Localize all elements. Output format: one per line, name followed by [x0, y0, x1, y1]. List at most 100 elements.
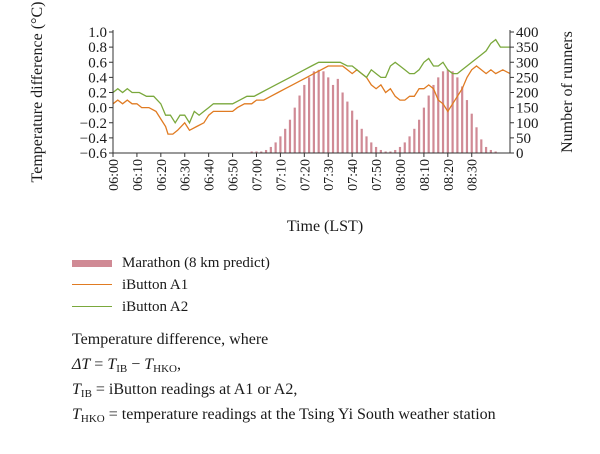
series-line-ibutton-a1 — [112, 65, 511, 135]
temperature-difference-note: Temperature difference, where ΔT = TIB −… — [72, 327, 496, 427]
bar-marathon — [418, 119, 421, 153]
bar-marathon — [303, 84, 306, 153]
bar-marathon — [494, 151, 497, 153]
bar-marathon — [322, 71, 325, 153]
bar-marathon — [365, 136, 368, 153]
bar-marathon — [360, 128, 363, 153]
y-tick-label-right: 400 — [516, 25, 539, 41]
note-intro: Temperature difference, where — [72, 331, 269, 348]
bar-marathon — [456, 77, 459, 153]
y-tick-label-right: 0 — [516, 146, 524, 162]
bar-marathon — [327, 77, 330, 153]
series-line-ibutton-a2 — [112, 38, 510, 125]
y-tick-label-right: 50 — [516, 131, 531, 147]
x-tick-label: 08:00 — [394, 159, 409, 191]
x-tick-label: 06:40 — [203, 159, 218, 191]
legend-swatch-ibutton-a1 — [72, 284, 112, 285]
tib-description: = iButton readings at A1 or A2, — [91, 381, 298, 398]
thko-description: = temperature readings at the Tsing Yi S… — [104, 406, 496, 423]
x-tick-label: 06:00 — [107, 159, 122, 191]
comma: , — [177, 356, 182, 373]
x-tick-label: 07:10 — [274, 159, 289, 191]
bar-marathon — [264, 149, 268, 153]
bar-marathon — [441, 71, 445, 153]
subscript-hko: HKO — [153, 363, 178, 375]
subscript-ib: IB — [80, 388, 92, 400]
bar-marathon — [374, 146, 378, 153]
bar-marathon — [308, 77, 311, 153]
t-symbol: T — [107, 356, 117, 373]
y-tick-label-left: 0.2 — [88, 86, 107, 102]
bar-marathon — [317, 69, 320, 153]
note-tib-definition: TIB = iButton readings at A1 or A2, — [72, 377, 496, 402]
bar-marathon — [437, 77, 440, 153]
x-axis-title: Time (LST) — [287, 218, 363, 235]
y-axis-left-title: Temperature difference (°C) — [29, 2, 46, 183]
legend-label-ibutton-a1: iButton A1 — [122, 277, 189, 293]
bar-marathon — [403, 142, 406, 153]
bar-marathon — [408, 136, 411, 153]
y-tick-label-right: 250 — [516, 70, 539, 86]
bar-marathon — [475, 127, 478, 153]
bar-marathon — [489, 149, 492, 153]
note-delta-definition: ΔT = TIB − THKO, — [72, 352, 496, 377]
bar-marathon — [394, 149, 397, 153]
bar-marathon — [331, 84, 335, 153]
y-tick-label-left: 0.6 — [88, 55, 107, 71]
legend-label-ibutton-a2: iButton A2 — [122, 299, 189, 315]
y-tick-label-right: 100 — [516, 116, 539, 132]
bar-marathon — [293, 107, 296, 153]
bar-marathon — [341, 92, 344, 153]
x-tick-label: 06:10 — [131, 159, 146, 191]
bar-marathon — [298, 95, 301, 153]
bar-marathon — [279, 136, 282, 153]
plot-layer: −0.6−0.4−0.20.00.20.40.60.81.00501001502… — [80, 25, 539, 191]
t-symbol: T — [72, 406, 81, 423]
bar-marathon — [451, 71, 454, 153]
x-tick-label: 07:20 — [298, 159, 313, 191]
bar-marathon — [260, 151, 263, 153]
x-tick-label: 07:30 — [322, 159, 337, 191]
y-tick-label-left: 0.8 — [88, 40, 107, 56]
bar-marathon — [312, 71, 315, 153]
bar-marathon — [389, 151, 392, 153]
t-symbol: T — [72, 381, 81, 398]
legend-label-marathon: Marathon (8 km predict) — [122, 255, 270, 271]
bar-marathon — [250, 151, 253, 153]
bar-marathon — [480, 139, 483, 153]
y-axis-right-title: Number of runners — [559, 31, 576, 153]
bar-marathon — [284, 128, 287, 153]
bar-marathon — [384, 151, 387, 153]
y-tick-label-left: 0.0 — [88, 101, 107, 117]
bar-marathon — [470, 113, 473, 153]
bar-marathon — [274, 142, 277, 153]
bar-marathon — [346, 101, 349, 153]
legend-swatch-marathon — [72, 260, 112, 267]
bar-marathon — [379, 149, 382, 153]
y-tick-label-right: 200 — [516, 86, 539, 102]
bar-marathon — [351, 110, 354, 153]
legend-swatch-ibutton-a2 — [72, 306, 112, 307]
minus-sign: − — [127, 356, 145, 373]
bar-marathon — [422, 107, 426, 153]
equals-sign: = — [90, 356, 108, 373]
y-tick-label-left: 0.4 — [88, 70, 107, 86]
bar-marathon — [427, 95, 430, 153]
subscript-hko: HKO — [80, 413, 105, 425]
note-thko-definition: THKO = temperature readings at the Tsing… — [72, 402, 496, 427]
bar-marathon — [432, 84, 435, 153]
x-tick-label: 06:50 — [227, 159, 242, 191]
x-tick-label: 08:10 — [418, 159, 433, 191]
x-tick-label: 07:50 — [370, 159, 385, 191]
bar-marathon — [370, 142, 373, 153]
y-tick-label-right: 150 — [516, 101, 539, 117]
bar-marathon — [465, 100, 469, 153]
x-tick-label: 07:00 — [251, 159, 266, 191]
subscript-ib: IB — [116, 363, 128, 375]
bar-marathon — [413, 128, 416, 153]
bar-marathon — [288, 119, 292, 153]
bar-marathon — [269, 146, 272, 153]
y-tick-label-left: 1.0 — [88, 25, 107, 41]
delta-t-symbol: ΔT — [72, 356, 91, 373]
